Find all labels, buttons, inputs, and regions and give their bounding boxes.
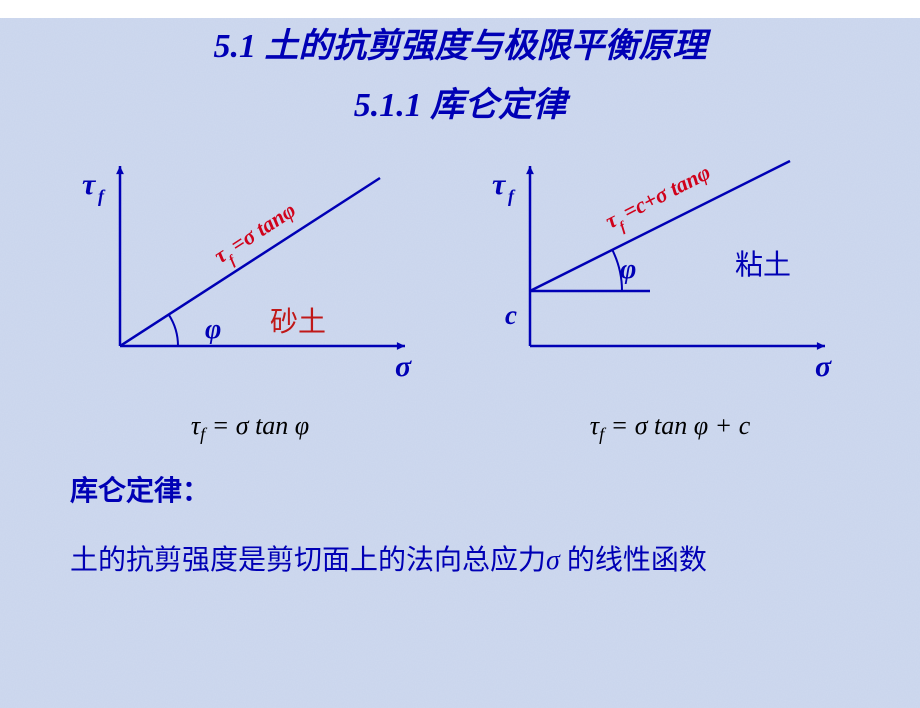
- chart-left-sand: τfσφτf =σ tanφ砂土: [60, 146, 440, 406]
- chart-right-clay: τfσcφτf =c+σ tanφ粘土: [480, 146, 860, 406]
- svg-text:φ: φ: [620, 254, 636, 285]
- coulomb-law-description: 土的抗剪强度是剪切面上的法向总应力σ 的线性函数: [70, 536, 860, 586]
- svg-text:f: f: [98, 186, 106, 206]
- formula-right: τf = σ tan φ + c: [480, 411, 860, 445]
- law-desc-suffix: 的线性函数: [560, 545, 707, 576]
- section-title-2: 5.1.1 库仑定律: [0, 77, 920, 126]
- formula-left: τf = σ tan φ: [60, 411, 440, 445]
- svg-text:φ: φ: [205, 314, 221, 345]
- svg-text:c: c: [505, 300, 517, 330]
- svg-text:τ: τ: [82, 168, 97, 201]
- law-desc-prefix: 土的抗剪强度是剪切面上的法向总应力: [70, 545, 546, 576]
- svg-text:τ: τ: [492, 168, 507, 201]
- svg-text:f: f: [508, 186, 516, 206]
- svg-text:σ: σ: [395, 350, 412, 383]
- formula-row: τf = σ tan φ τf = σ tan φ + c: [0, 411, 920, 445]
- svg-text:σ: σ: [815, 350, 832, 383]
- section-title-1: 5.1 土的抗剪强度与极限平衡原理: [0, 18, 920, 67]
- svg-text:粘土: 粘土: [735, 249, 791, 281]
- sigma-symbol: σ: [546, 545, 560, 576]
- svg-text:砂土: 砂土: [270, 306, 326, 338]
- charts-row: τfσφτf =σ tanφ砂土 τfσcφτf =c+σ tanφ粘土: [0, 146, 920, 406]
- coulomb-law-label: 库仑定律：: [70, 467, 860, 517]
